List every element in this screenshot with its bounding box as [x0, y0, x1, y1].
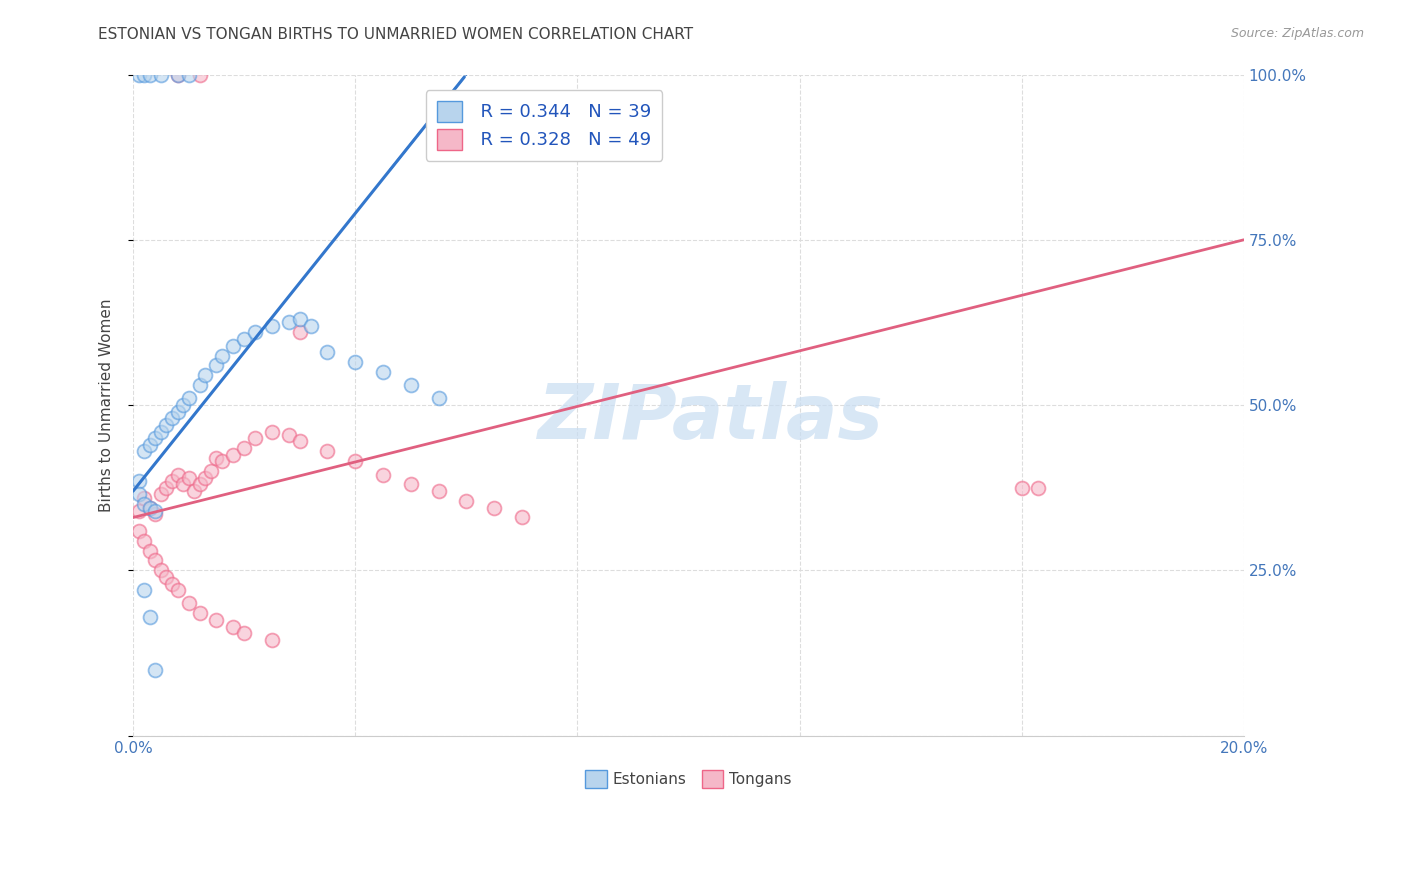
Point: [316, 444, 339, 458]
Point: [233, 441, 256, 455]
Point: [134, 68, 156, 82]
Point: [371, 467, 394, 482]
Point: [233, 332, 256, 346]
Point: [143, 553, 166, 567]
Point: [166, 583, 188, 598]
Point: [139, 500, 162, 515]
Point: [177, 597, 200, 611]
Point: [172, 398, 194, 412]
Point: [399, 378, 422, 392]
Point: [371, 365, 394, 379]
Point: [134, 444, 156, 458]
Point: [205, 613, 228, 627]
Point: [222, 338, 245, 352]
Point: [143, 431, 166, 445]
Point: [427, 392, 450, 406]
Point: [143, 663, 166, 677]
Point: [166, 68, 188, 82]
Point: [143, 507, 166, 521]
Point: [128, 474, 150, 488]
Point: [205, 450, 228, 465]
Point: [149, 68, 172, 82]
Point: [177, 392, 200, 406]
Point: [277, 427, 299, 442]
Point: [166, 405, 188, 419]
Point: [194, 368, 217, 383]
Point: [188, 68, 211, 82]
Point: [134, 533, 156, 548]
Point: [211, 349, 233, 363]
Point: [277, 315, 299, 329]
Point: [456, 494, 478, 508]
Point: [399, 477, 422, 491]
Point: [139, 68, 162, 82]
Point: [299, 318, 322, 333]
Point: [288, 434, 311, 449]
Point: [128, 504, 150, 518]
Point: [166, 68, 188, 82]
Point: [188, 607, 211, 621]
Point: [222, 448, 245, 462]
Point: [205, 359, 228, 373]
Point: [134, 583, 156, 598]
Point: [128, 524, 150, 538]
Y-axis label: Births to Unmarried Women: Births to Unmarried Women: [100, 298, 114, 512]
Point: [233, 626, 256, 640]
Point: [155, 570, 177, 584]
Point: [149, 563, 172, 577]
Point: [160, 411, 183, 425]
Point: [139, 500, 162, 515]
Point: [128, 68, 150, 82]
Point: [155, 417, 177, 432]
Point: [188, 477, 211, 491]
Point: [128, 487, 150, 501]
Legend: Estonians, Tongans: Estonians, Tongans: [579, 764, 797, 794]
Point: [149, 487, 172, 501]
Point: [134, 497, 156, 511]
Point: [160, 576, 183, 591]
Point: [188, 378, 211, 392]
Point: [139, 543, 162, 558]
Point: [260, 318, 283, 333]
Text: ESTONIAN VS TONGAN BIRTHS TO UNMARRIED WOMEN CORRELATION CHART: ESTONIAN VS TONGAN BIRTHS TO UNMARRIED W…: [98, 27, 693, 42]
Point: [160, 474, 183, 488]
Point: [139, 438, 162, 452]
Point: [316, 345, 339, 359]
Point: [211, 454, 233, 468]
Point: [344, 355, 367, 369]
Point: [260, 425, 283, 439]
Point: [245, 431, 267, 445]
Point: [200, 464, 222, 478]
Point: [134, 491, 156, 505]
Point: [143, 504, 166, 518]
Point: [183, 484, 205, 499]
Point: [139, 609, 162, 624]
Text: ZIPatlas: ZIPatlas: [537, 381, 883, 455]
Point: [260, 632, 283, 647]
Point: [177, 68, 200, 82]
Point: [245, 326, 267, 340]
Point: [172, 477, 194, 491]
Point: [194, 471, 217, 485]
Point: [166, 467, 188, 482]
Point: [155, 481, 177, 495]
Point: [482, 500, 505, 515]
Point: [1026, 481, 1049, 495]
Point: [1011, 481, 1033, 495]
Point: [177, 471, 200, 485]
Text: Source: ZipAtlas.com: Source: ZipAtlas.com: [1230, 27, 1364, 40]
Point: [288, 312, 311, 326]
Point: [222, 619, 245, 633]
Point: [427, 484, 450, 499]
Point: [510, 510, 533, 524]
Point: [288, 326, 311, 340]
Point: [149, 425, 172, 439]
Point: [344, 454, 367, 468]
